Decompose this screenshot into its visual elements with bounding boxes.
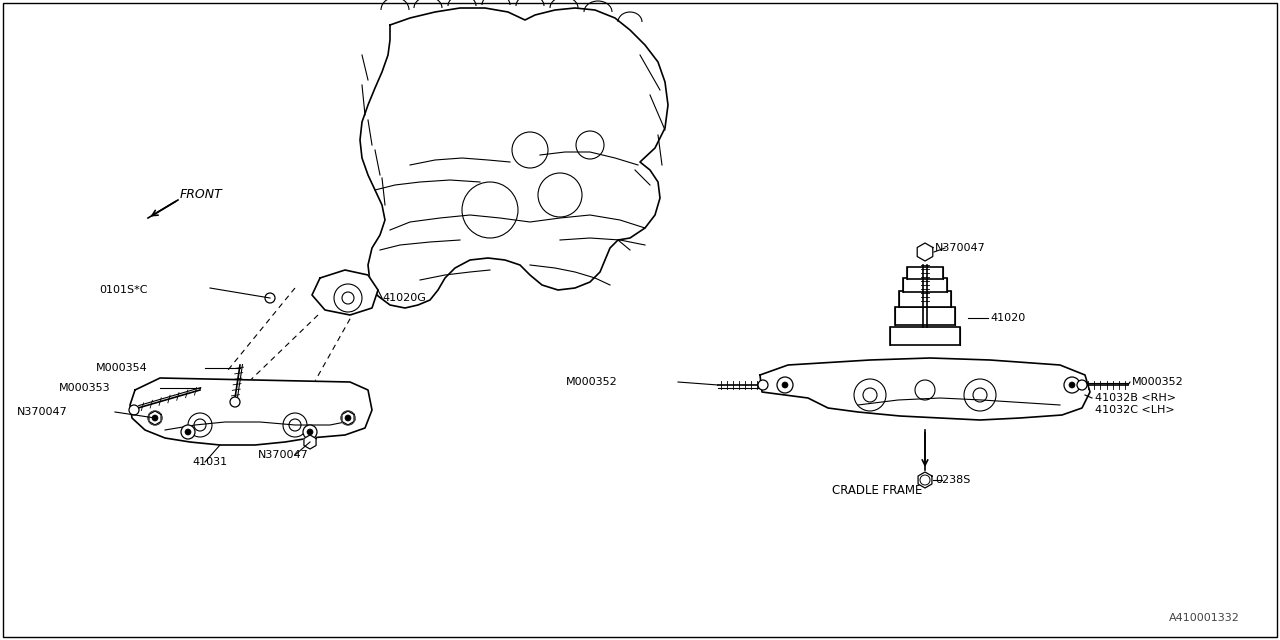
Circle shape xyxy=(758,380,768,390)
Polygon shape xyxy=(918,472,932,488)
Text: 41020: 41020 xyxy=(989,313,1025,323)
Text: A410001332: A410001332 xyxy=(1169,613,1240,623)
Text: M000354: M000354 xyxy=(96,363,148,373)
Text: 41020G: 41020G xyxy=(381,293,426,303)
Bar xyxy=(899,291,951,307)
Text: FRONT: FRONT xyxy=(180,189,223,202)
Circle shape xyxy=(265,293,275,303)
Text: 41031: 41031 xyxy=(192,457,227,467)
Circle shape xyxy=(1076,380,1087,390)
Bar xyxy=(895,307,955,325)
Circle shape xyxy=(230,397,241,407)
Bar xyxy=(902,278,947,292)
Circle shape xyxy=(346,415,351,421)
Polygon shape xyxy=(918,243,933,261)
Polygon shape xyxy=(360,8,668,308)
Circle shape xyxy=(303,425,317,439)
Text: 41032B <RH>: 41032B <RH> xyxy=(1094,393,1176,403)
Polygon shape xyxy=(312,270,378,315)
Circle shape xyxy=(180,425,195,439)
Text: N370047: N370047 xyxy=(17,407,68,417)
Bar xyxy=(908,267,943,279)
Bar xyxy=(890,327,960,345)
Circle shape xyxy=(186,429,191,435)
Circle shape xyxy=(129,405,140,415)
Text: M000352: M000352 xyxy=(566,377,618,387)
Polygon shape xyxy=(303,435,316,449)
Text: CRADLE FRAME: CRADLE FRAME xyxy=(832,483,923,497)
Circle shape xyxy=(152,415,157,421)
Text: N370047: N370047 xyxy=(259,450,308,460)
Text: N370047: N370047 xyxy=(934,243,986,253)
Polygon shape xyxy=(131,378,372,445)
Circle shape xyxy=(340,411,355,425)
Circle shape xyxy=(307,429,314,435)
Circle shape xyxy=(1069,382,1075,388)
Circle shape xyxy=(1064,377,1080,393)
Circle shape xyxy=(148,411,163,425)
Polygon shape xyxy=(342,411,355,425)
Circle shape xyxy=(782,382,788,388)
Text: M000352: M000352 xyxy=(1132,377,1184,387)
Text: 0238S: 0238S xyxy=(934,475,970,485)
Text: 0101S*C: 0101S*C xyxy=(100,285,148,295)
Circle shape xyxy=(777,377,794,393)
Text: M000353: M000353 xyxy=(59,383,110,393)
Polygon shape xyxy=(760,358,1091,420)
Text: 41032C <LH>: 41032C <LH> xyxy=(1094,405,1175,415)
Polygon shape xyxy=(148,411,161,425)
